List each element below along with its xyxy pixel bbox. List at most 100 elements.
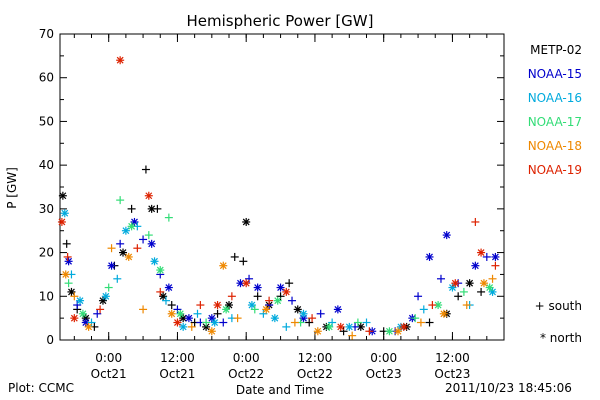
x-tick-label-time: 0:00: [233, 351, 260, 365]
data-point: [436, 274, 445, 283]
data-point: [285, 279, 294, 288]
data-point: [451, 279, 460, 288]
data-point: [107, 261, 116, 270]
data-point: [299, 309, 308, 318]
y-axis-label: P [GW]: [5, 167, 19, 209]
data-point: [64, 257, 73, 266]
data-point: [448, 283, 457, 292]
data-point: [184, 314, 193, 323]
data-point: [425, 252, 434, 261]
data-point: [219, 318, 228, 327]
data-point: [308, 314, 317, 323]
data-points: [57, 56, 500, 340]
data-point: [176, 309, 185, 318]
data-point: [434, 301, 443, 310]
x-tick-label-time: 12:00: [160, 351, 195, 365]
legend-entry: NOAA-16: [527, 91, 582, 105]
data-point: [127, 222, 136, 231]
data-point: [365, 327, 374, 336]
legend-entry: NOAA-15: [527, 67, 582, 81]
x-axis-label: Date and Time: [236, 383, 324, 397]
data-point: [173, 305, 182, 314]
data-point: [167, 309, 176, 318]
data-point: [419, 305, 428, 314]
data-point: [362, 318, 371, 327]
x-tick-label-date: Oct21: [159, 367, 195, 381]
data-point: [84, 322, 93, 331]
data-point: [63, 252, 72, 261]
legend-north-marker: * north: [539, 331, 582, 345]
data-point: [325, 322, 334, 331]
data-point: [242, 279, 251, 288]
x-tick-label-date: Oct23: [366, 367, 402, 381]
data-point: [454, 292, 463, 301]
data-point: [141, 165, 150, 174]
data-point: [167, 301, 176, 310]
legend-entry: NOAA-18: [527, 139, 582, 153]
data-point: [133, 244, 142, 253]
y-tick-label: 10: [39, 289, 54, 303]
data-point: [87, 318, 96, 327]
y-tick-label: 40: [39, 158, 54, 172]
data-point: [273, 296, 282, 305]
data-point: [104, 283, 113, 292]
x-tick-label-date: Oct23: [434, 367, 470, 381]
data-point: [276, 283, 285, 292]
data-point: [127, 204, 136, 213]
data-point: [207, 327, 216, 336]
data-point: [488, 274, 497, 283]
data-point: [61, 270, 70, 279]
data-point: [305, 318, 314, 327]
data-point: [98, 296, 107, 305]
data-point: [411, 314, 420, 323]
plot-timestamp: 2011/10/23 18:45:06: [445, 381, 572, 395]
y-tick-label: 0: [46, 333, 54, 347]
data-point: [482, 252, 491, 261]
legend-south-marker: + south: [534, 299, 582, 313]
data-point: [471, 217, 480, 226]
x-tick-label-time: 12:00: [298, 351, 333, 365]
data-point: [276, 292, 285, 301]
data-point: [130, 217, 139, 226]
data-point: [479, 279, 488, 288]
data-point: [144, 231, 153, 240]
data-point: [333, 305, 342, 314]
data-point: [164, 213, 173, 222]
data-point: [491, 261, 500, 270]
legend-entry: NOAA-17: [527, 115, 582, 129]
data-point: [239, 257, 248, 266]
axis-ticks: 0 10 20 30 40 50 60 70 0:00 Oct21 12:00 Oct21 0:00 Oc…: [39, 27, 505, 381]
data-point: [196, 301, 205, 310]
data-point: [64, 279, 73, 288]
data-point: [265, 296, 274, 305]
data-point: [262, 305, 271, 314]
data-point: [459, 287, 468, 296]
data-point: [60, 209, 69, 218]
data-point: [227, 292, 236, 301]
data-point: [179, 314, 188, 323]
data-point: [253, 283, 262, 292]
data-point: [477, 287, 486, 296]
data-point: [213, 309, 222, 318]
y-tick-label: 50: [39, 114, 54, 128]
data-point: [259, 309, 268, 318]
data-point: [76, 296, 85, 305]
data-point: [288, 296, 297, 305]
data-point: [336, 322, 345, 331]
data-point: [328, 318, 337, 327]
data-point: [78, 309, 87, 318]
data-point: [477, 248, 486, 257]
data-point: [462, 301, 471, 310]
data-point: [70, 314, 79, 323]
data-point: [187, 322, 196, 331]
data-point: [385, 327, 394, 336]
chart-title: Hemispheric Power [GW]: [187, 12, 374, 30]
data-point: [345, 322, 354, 331]
data-point: [202, 318, 211, 327]
data-point: [293, 305, 302, 314]
data-point: [270, 314, 279, 323]
data-point: [116, 196, 125, 205]
data-point: [101, 292, 110, 301]
data-point: [219, 261, 228, 270]
